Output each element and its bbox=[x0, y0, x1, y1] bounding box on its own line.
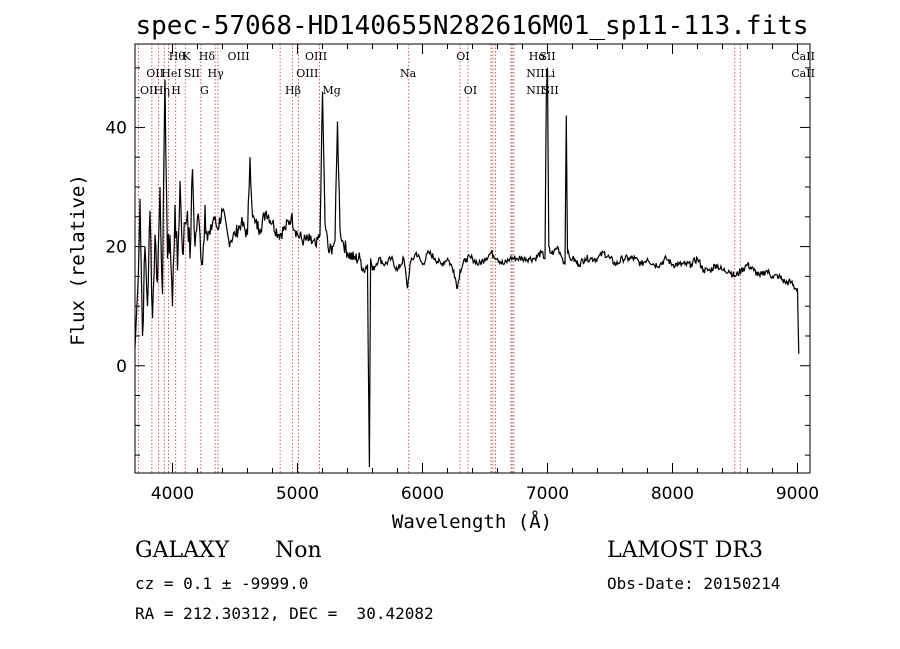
line-label-2-4: Hβ bbox=[285, 84, 301, 97]
x-tick-label-4: 8000 bbox=[651, 484, 694, 504]
redshift-cz: cz = 0.1 ± -9999.0 bbox=[135, 574, 309, 593]
line-label-0-5: OI bbox=[456, 50, 469, 63]
line-label-2-8: SII bbox=[543, 84, 559, 97]
x-tick-label-5: 9000 bbox=[776, 484, 819, 504]
line-label-2-6: OI bbox=[464, 84, 477, 97]
line-label-1-7: Li bbox=[544, 67, 555, 80]
line-label-0-1: K bbox=[183, 50, 192, 63]
object-class: GALAXY bbox=[135, 538, 230, 563]
line-label-0-8: CaII bbox=[791, 50, 815, 63]
line-label-1-8: CaII bbox=[791, 67, 815, 80]
line-label-0-6: Hα bbox=[529, 50, 547, 63]
line-label-2-1: Hη bbox=[154, 84, 170, 97]
line-label-0-4: OIII bbox=[305, 50, 327, 63]
x-axis-label: Wavelength (Å) bbox=[392, 510, 552, 533]
y-tick-label-1: 20 bbox=[105, 238, 127, 258]
x-axis-ticks: 4000 5000 6000 7000 8000 9000 bbox=[151, 44, 819, 504]
y-tick-label-0: 0 bbox=[116, 357, 127, 377]
x-tick-label-1: 5000 bbox=[276, 484, 319, 504]
object-subclass: Non bbox=[275, 538, 322, 563]
line-label-1-5: Na bbox=[400, 67, 417, 80]
x-tick-label-3: 7000 bbox=[526, 484, 569, 504]
line-label-0-7: SII bbox=[539, 50, 555, 63]
line-label-2-5: Mg bbox=[323, 84, 341, 97]
observation-date: Obs-Date: 20150214 bbox=[607, 574, 781, 593]
line-label-1-0: OII bbox=[146, 67, 164, 80]
line-label-1-3: Hγ bbox=[208, 67, 225, 80]
line-label-1-1: HeI bbox=[161, 67, 181, 80]
line-label-0-2: Hδ bbox=[199, 50, 216, 63]
line-label-1-2: SII bbox=[184, 67, 200, 80]
y-tick-label-2: 40 bbox=[105, 118, 127, 138]
line-label-1-6: NII bbox=[526, 67, 544, 80]
line-label-2-2: H bbox=[171, 84, 181, 97]
line-label-2-7: NII bbox=[526, 84, 544, 97]
line-label-2-3: G bbox=[200, 84, 209, 97]
chart-title: spec-57068-HD140655N282616M01_sp11-113.f… bbox=[135, 11, 808, 41]
line-label-1-4: OIII bbox=[296, 67, 318, 80]
ra-dec: RA = 212.30312, DEC = 30.42082 bbox=[135, 604, 434, 623]
y-axis-ticks: 0 20 40 bbox=[105, 67, 810, 456]
flux-series-line bbox=[134, 67, 800, 468]
survey-name: LAMOST DR3 bbox=[607, 538, 763, 563]
line-label-0-3: OIII bbox=[228, 50, 250, 63]
line-label-2-0: OII bbox=[140, 84, 158, 97]
x-tick-label-2: 6000 bbox=[401, 484, 444, 504]
y-axis-label: Flux (relative) bbox=[67, 174, 89, 346]
x-tick-label-0: 4000 bbox=[151, 484, 194, 504]
